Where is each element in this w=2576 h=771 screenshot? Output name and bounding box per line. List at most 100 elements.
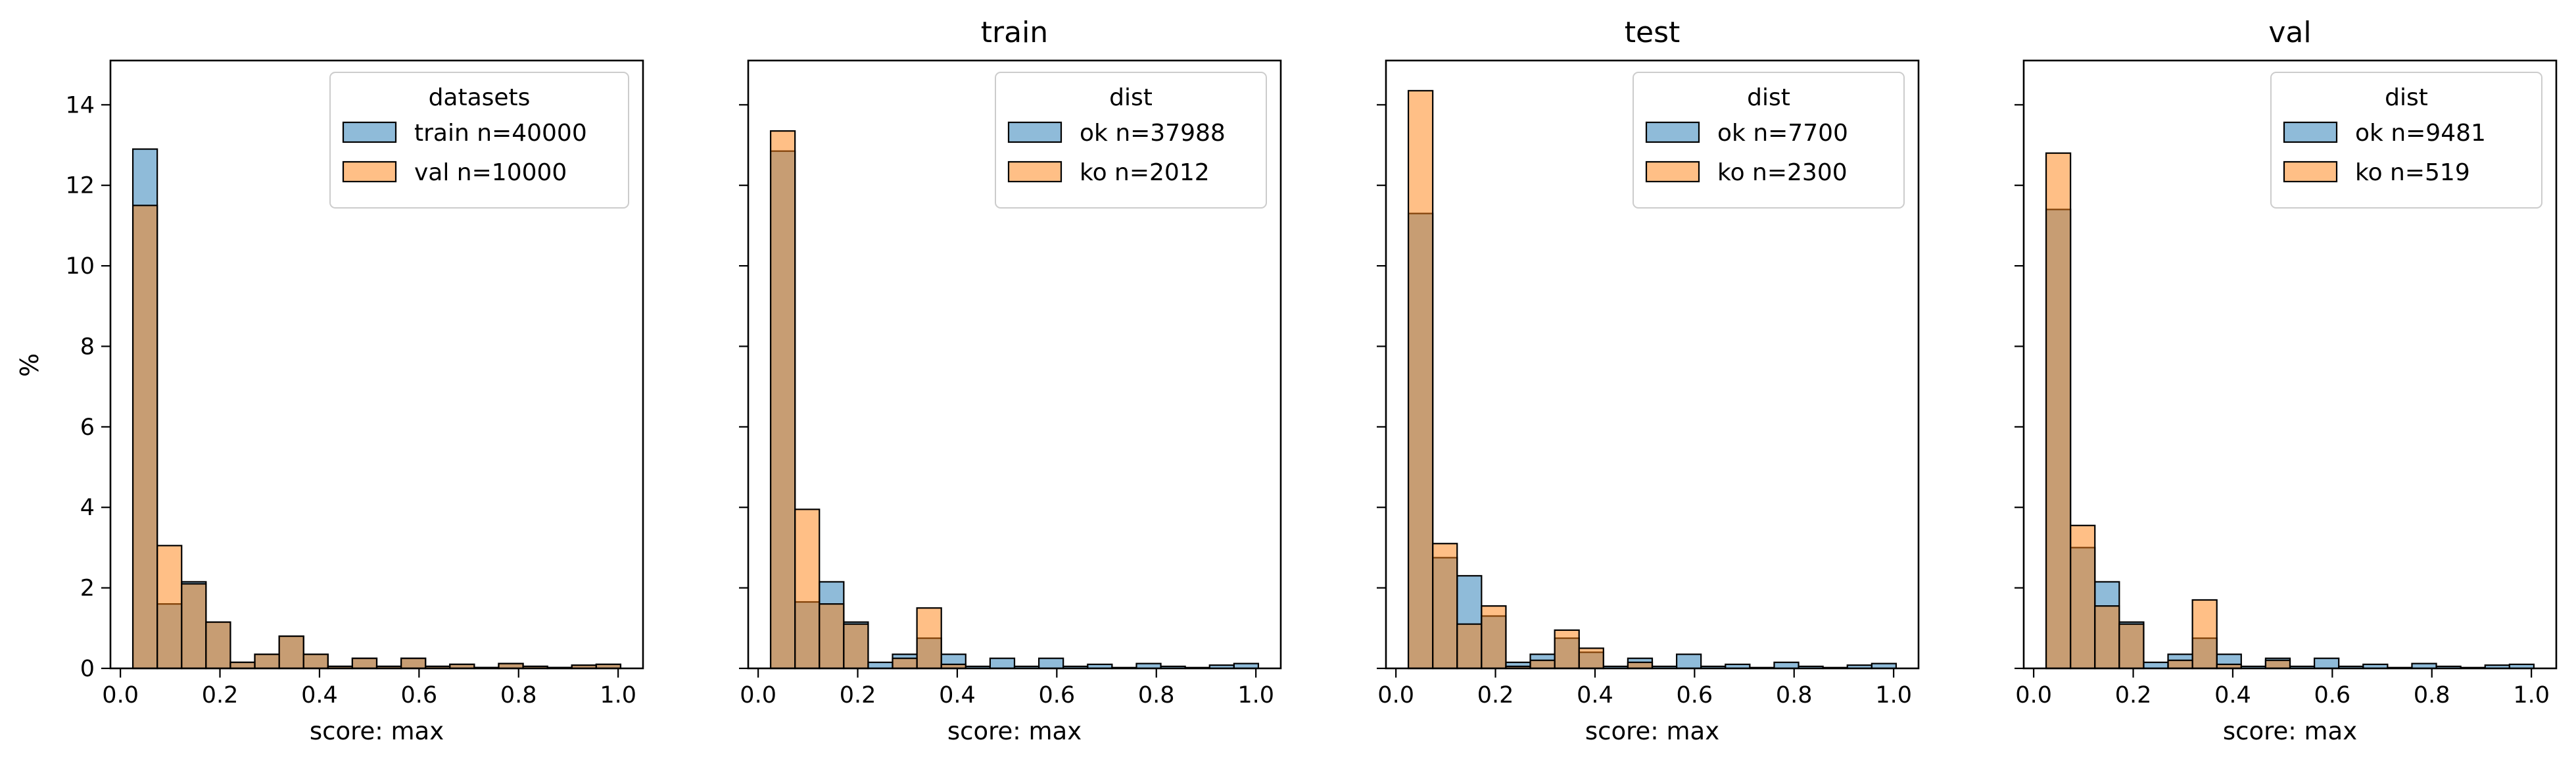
x-tick-label: 0.2	[1477, 682, 1514, 709]
x-tick-label: 0.4	[1577, 682, 1613, 709]
x-tick-label: 1.0	[1237, 682, 1274, 709]
x-tick-label: 0.8	[2414, 682, 2450, 709]
histogram-bar	[278, 635, 304, 670]
series-2-bars	[1407, 89, 1654, 670]
histogram-bar	[2313, 657, 2340, 670]
histogram-bar	[2167, 659, 2193, 670]
legend-entry: ko n=519	[2355, 159, 2470, 186]
x-tick-label: 0.0	[2015, 682, 2052, 709]
series-1-bars	[2045, 209, 2535, 670]
panel-1: 0.0 0.2 0.4 0.6 0.8 1.0 0 2 4 6 8 10 12 14 score: max d…	[65, 59, 644, 745]
histogram-bar	[819, 603, 845, 670]
y-tick-label: 0	[80, 656, 95, 682]
histogram-bar	[2045, 152, 2072, 670]
series-2-bars	[131, 205, 622, 670]
histogram-bar	[2143, 661, 2169, 670]
panel-3: 0.0 0.2 0.4 0.6 0.8 1.0 score: max test dist ok n…	[1377, 16, 1920, 745]
histogram-bar	[2070, 524, 2096, 670]
histogram-bar	[1627, 661, 1654, 670]
axes-frame	[2022, 59, 2558, 670]
legend-swatch	[1007, 161, 1062, 183]
x-tick-label: 0.8	[500, 682, 537, 709]
x-tick-label: 0.0	[102, 682, 139, 709]
series-2-bars	[769, 130, 966, 670]
legend-entry: ok n=9481	[2355, 120, 2486, 147]
histogram-bar	[156, 545, 183, 670]
panel-title: train	[981, 16, 1048, 49]
legend-entry: ko n=2300	[1717, 159, 1848, 186]
legend-box	[2270, 72, 2542, 209]
panel-2: 0.0 0.2 0.4 0.6 0.8 1.0 score: max train dist ok …	[739, 16, 1282, 745]
axes-frame	[747, 59, 1282, 670]
x-tick-label: 0.2	[202, 682, 239, 709]
panel-title: test	[1625, 16, 1681, 49]
histogram-bar	[2264, 659, 2291, 670]
x-tick-label: 0.6	[1039, 682, 1076, 709]
series-1-bars	[1407, 212, 1897, 670]
x-tick-label: 0.0	[1377, 682, 1414, 709]
x-axis-label: score: max	[2223, 717, 2357, 745]
histogram-bar	[131, 205, 158, 670]
histogram-bar	[1481, 605, 1507, 670]
legend-box	[329, 72, 629, 209]
histogram-bar	[794, 509, 821, 670]
legend-swatch	[2283, 121, 2338, 143]
legend-swatch	[342, 121, 397, 143]
histogram-bar	[1578, 647, 1604, 670]
legend-swatch	[1645, 161, 1700, 183]
x-tick-label: 0.8	[1138, 682, 1175, 709]
axes-frame	[109, 59, 644, 670]
histogram-bar	[989, 657, 1016, 670]
legend-box	[995, 72, 1267, 209]
histogram-bar	[254, 653, 280, 670]
y-tick-label: 14	[65, 92, 95, 118]
y-tick-label: 12	[65, 173, 95, 199]
histogram-bar	[351, 657, 378, 670]
legend: dist ok n=37988 ko n=2012	[995, 72, 1267, 209]
histogram-bar	[205, 621, 231, 670]
x-tick-label: 0.2	[840, 682, 876, 709]
x-tick-label: 0.8	[1776, 682, 1813, 709]
y-tick-label: 6	[80, 414, 95, 441]
legend-entry: ok n=37988	[1080, 120, 1226, 147]
histogram-bar	[892, 657, 918, 670]
legend-box	[1633, 72, 1905, 209]
panel-4: 0.0 0.2 0.4 0.6 0.8 1.0 score: max val dist ok n=…	[2015, 16, 2558, 745]
x-tick-label: 0.4	[2214, 682, 2251, 709]
histogram-bar	[2191, 599, 2218, 670]
y-tick-label: 10	[65, 253, 95, 280]
histogram-bar	[1432, 543, 1458, 670]
panel-title: val	[2268, 16, 2311, 49]
x-axis-label: score: max	[947, 717, 1082, 745]
legend-title: datasets	[429, 84, 531, 111]
histogram-bar	[181, 583, 207, 670]
x-tick-label: 1.0	[600, 682, 636, 709]
legend-title: dist	[2385, 84, 2428, 111]
x-tick-label: 0.6	[2314, 682, 2351, 709]
histogram-bar	[229, 661, 256, 670]
x-tick-label: 0.6	[401, 682, 438, 709]
legend: datasets train n=40000 val n=10000	[329, 72, 629, 209]
histogram-bar	[843, 623, 869, 670]
axes-frame	[1385, 59, 1920, 670]
histogram-bar	[769, 130, 796, 670]
x-tick-label: 0.6	[1677, 682, 1713, 709]
histogram-bar	[400, 657, 427, 670]
legend-entry: ok n=7700	[1717, 120, 1848, 147]
legend-swatch	[1007, 121, 1062, 143]
legend-entry: val n=10000	[414, 159, 567, 186]
legend-entry: train n=40000	[414, 120, 587, 147]
histogram-bar	[1554, 629, 1580, 670]
histogram-bar	[1675, 653, 1702, 670]
legend-swatch	[1645, 121, 1700, 143]
legend-swatch	[2283, 161, 2338, 183]
x-tick-label: 1.0	[2513, 682, 2550, 709]
histogram-bar	[1529, 659, 1556, 670]
legend: dist ok n=7700 ko n=2300	[1633, 72, 1905, 209]
x-tick-label: 0.4	[939, 682, 976, 709]
histogram-bar	[916, 607, 942, 670]
x-tick-label: 0.0	[740, 682, 776, 709]
panels: 0.0 0.2 0.4 0.6 0.8 1.0 0 2 4 6 8 10 12 14 score: max d…	[65, 16, 2558, 745]
x-tick-label: 0.2	[2115, 682, 2152, 709]
